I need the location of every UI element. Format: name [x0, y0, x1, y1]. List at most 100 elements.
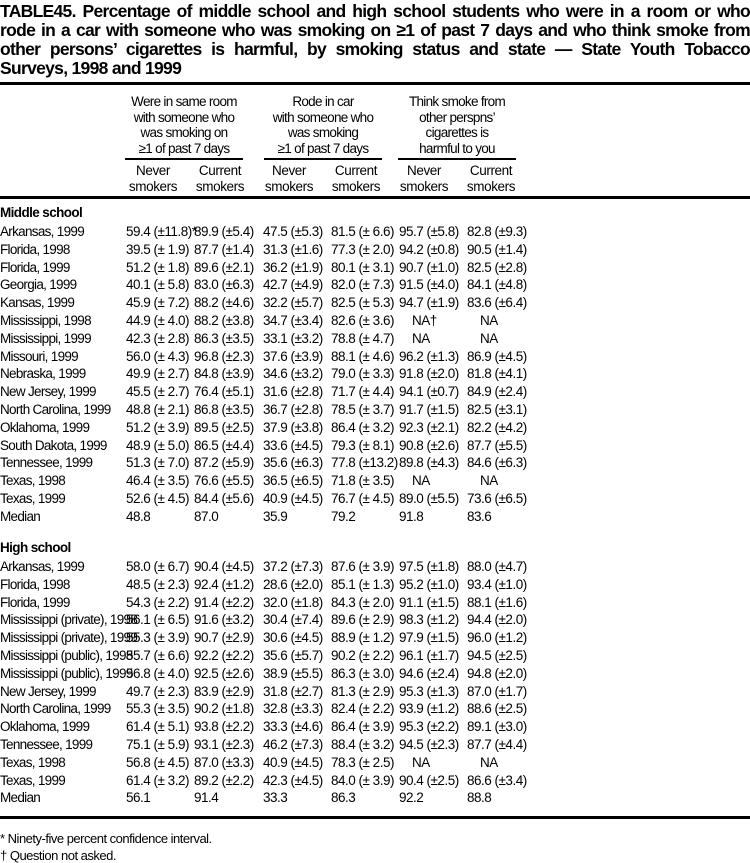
- cell-value: 46.4 (± 3.5): [126, 473, 189, 489]
- cell-value: 82.5 (±2.8): [467, 259, 527, 275]
- cell-value: 86.8 (±3.5): [194, 402, 254, 417]
- cell-value: 77.3 (± 2.0): [331, 241, 394, 257]
- column-group-underline: [125, 158, 243, 160]
- cell-value: 33.3: [263, 790, 288, 806]
- table-row: Texas, 1999 52.6 (± 4.5) 84.4 (±5.6) 40.9 (…: [0, 490, 750, 508]
- cell-value: 93.4 (±1.0): [467, 576, 527, 592]
- row-label: Mississippi (public), 1998: [0, 648, 133, 663]
- table-row: Oklahoma, 1999 61.4 (± 5.1) 93.8 (±2.2) 33.…: [0, 718, 750, 736]
- row-label: Missouri, 1999: [0, 348, 79, 364]
- cell-value: 82.4 (± 2.2): [331, 701, 394, 717]
- table-title: TABLE45. Percentage of middle school and…: [0, 1, 750, 78]
- table-row: Nebraska, 1999 49.9 (± 2.7) 84.8 (±3.9) 34.…: [0, 365, 750, 383]
- cell-value: 56.8 (± 4.5): [126, 754, 189, 770]
- cell-value: 73.6 (±6.5): [467, 491, 527, 506]
- cell-value: 28.6 (±2.0): [263, 576, 323, 592]
- table-row: Florida, 1998 48.5 (± 2.3) 92.4 (±1.2) 28.6…: [0, 576, 750, 594]
- row-label: Mississippi (private), 1998: [0, 612, 138, 628]
- table-row: Mississippi (private), 1998 56.1 (± 6.5) 9…: [0, 611, 750, 629]
- cell-value: 42.7 (±4.9): [263, 277, 323, 293]
- table-row: North Carolina, 1999 55.3 (± 3.5) 90.2 (±1…: [0, 700, 750, 718]
- cell-value: 34.6 (±3.2): [263, 366, 323, 382]
- cell-value: 87.7 (±4.4): [467, 737, 527, 752]
- cell-value: 88.4 (± 3.2): [331, 737, 394, 752]
- cell-value: 90.2 (± 2.2): [331, 648, 394, 663]
- column-group-header-line: ≥1 of past 7 days: [138, 140, 231, 156]
- row-label: Florida, 1999: [0, 594, 70, 610]
- row-label: Florida, 1998: [0, 241, 70, 257]
- cell-value: NA: [467, 473, 498, 489]
- cell-value: 91.4 (±2.2): [194, 594, 254, 610]
- cell-value: 61.4 (± 3.2): [126, 772, 189, 788]
- cell-value: 58.0 (± 6.7): [126, 559, 189, 574]
- cell-value: 33.3 (±4.6): [263, 719, 323, 735]
- cell-value: 86.5 (±4.4): [194, 437, 254, 453]
- cell-value: 71.8 (± 3.5): [331, 473, 394, 489]
- cell-value: 94.4 (±2.0): [467, 612, 527, 628]
- cell-value: 82.6 (± 3.6): [331, 313, 394, 328]
- table-row: Kansas, 1999 45.9 (± 7.2) 88.2 (±4.6) 32.2 …: [0, 294, 750, 312]
- table-row: Mississippi, 1998 44.9 (± 4.0) 88.2 (±3.8)…: [0, 312, 750, 330]
- column-group-header-line: with someone who: [133, 109, 235, 125]
- column-group-underline: [398, 158, 516, 160]
- cell-value: 86.6 (±3.4): [467, 772, 527, 788]
- cell-value: 51.2 (± 3.9): [126, 419, 189, 435]
- cell-value: 46.2 (±7.3): [263, 737, 323, 752]
- cell-value: 88.2 (±3.8): [194, 313, 254, 328]
- table-row: Arkansas, 1999 59.4 (±11.8)* 89.9 (±5.4) 47…: [0, 223, 750, 241]
- cell-value: NA†: [399, 313, 437, 328]
- cell-value: 83.9 (±2.9): [194, 683, 254, 699]
- cell-value: 40.1 (± 5.8): [126, 277, 189, 293]
- cell-value: 48.5 (± 2.3): [126, 576, 189, 592]
- cell-value: 35.6 (±5.7): [263, 648, 323, 663]
- cell-value: 71.7 (± 4.4): [331, 384, 394, 400]
- row-label: Mississippi (private), 1999: [0, 630, 138, 646]
- column-header: Current smokers: [466, 163, 516, 194]
- cell-value: 51.2 (± 1.8): [126, 259, 189, 275]
- cell-value: 91.4: [194, 790, 219, 806]
- row-label: New Jersey, 1999: [0, 384, 97, 400]
- cell-value: 78.5 (± 3.7): [331, 402, 394, 417]
- cell-value: 89.2 (±2.2): [194, 772, 254, 788]
- cell-value: 89.6 (± 2.9): [331, 612, 394, 628]
- cell-value: 91.8: [399, 508, 424, 524]
- row-label: Median: [0, 790, 41, 806]
- row-label: Tennessee, 1999: [0, 455, 93, 471]
- cell-value: 34.7 (±3.4): [263, 313, 323, 328]
- cell-value: 96.0 (±1.2): [467, 630, 527, 646]
- cell-value: 93.8 (±2.2): [194, 719, 254, 735]
- cell-value: 84.1 (±4.8): [467, 277, 527, 293]
- row-label: Nebraska, 1999: [0, 366, 86, 382]
- cell-value: 89.5 (±2.5): [194, 419, 254, 435]
- table-row: Florida, 1999 54.3 (± 2.2) 91.4 (±2.2) 32.0…: [0, 594, 750, 612]
- cell-value: 90.8 (±2.6): [399, 437, 459, 453]
- cell-value: 88.8: [467, 790, 492, 806]
- row-label: Median: [0, 508, 41, 524]
- cell-value: 40.9 (±4.5): [263, 491, 323, 506]
- row-label: Texas, 1999: [0, 772, 66, 788]
- section-heading: Middle school: [0, 205, 83, 220]
- cell-value: 38.9 (±5.5): [263, 665, 323, 681]
- column-group-header-line: harmful to you: [419, 140, 495, 156]
- cell-value: 76.6 (±5.5): [194, 473, 254, 489]
- cell-value: 88.6 (±2.5): [467, 701, 527, 717]
- table-row: North Carolina, 1999 48.8 (± 2.1) 86.8 (±3…: [0, 401, 750, 419]
- table-row: Tennessee, 1999 75.1 (± 5.9) 93.1 (±2.3) 46…: [0, 736, 750, 754]
- table-row: Mississippi (public), 1998 55.7 (± 6.6) 92…: [0, 647, 750, 665]
- table-row: Mississippi (private), 1999 55.3 (± 3.9) 9…: [0, 629, 750, 647]
- cell-value: 97.5 (±1.8): [399, 559, 459, 574]
- cell-value: 80.1 (± 3.1): [331, 259, 394, 275]
- table-row: Mississippi (public), 1999 56.8 (± 4.0) 92…: [0, 665, 750, 683]
- table-row: Arkansas, 1999 58.0 (± 6.7) 90.4 (±4.5) 37.…: [0, 558, 750, 576]
- cell-value: NA: [399, 330, 430, 346]
- cell-value: 93.9 (±1.2): [399, 701, 459, 717]
- cell-value: NA: [467, 330, 498, 346]
- cell-value: 84.4 (±5.6): [194, 491, 254, 506]
- cell-value: 90.2 (±1.8): [194, 701, 254, 717]
- column-group-header: Were in same room with someone who was smo…: [125, 94, 243, 156]
- cell-value: 91.7 (±1.5): [399, 402, 459, 417]
- table-row: Texas, 1998 46.4 (± 3.5) 76.6 (±5.5) 36.5 (…: [0, 472, 750, 490]
- table-row: Florida, 1998 39.5 (± 1.9) 87.7 (±1.4) 31.3…: [0, 241, 750, 259]
- row-label: Texas, 1999: [0, 491, 66, 506]
- cell-value: 92.5 (±2.6): [194, 665, 254, 681]
